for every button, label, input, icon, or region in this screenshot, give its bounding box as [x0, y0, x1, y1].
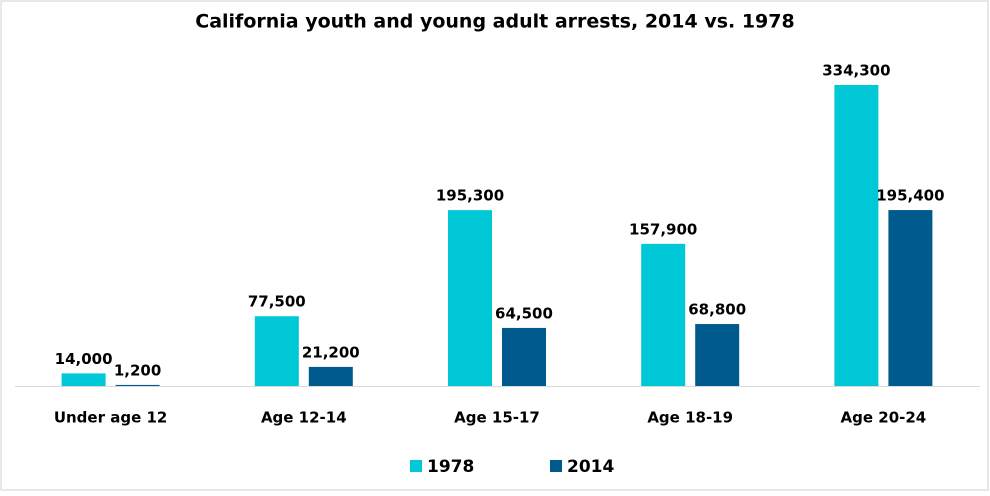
- bar: [254, 316, 299, 386]
- bar: [448, 210, 492, 386]
- value-label: 77,500: [248, 293, 306, 311]
- chart-title: California youth and young adult arrests…: [195, 11, 794, 33]
- bar: [115, 384, 160, 386]
- bar: [641, 243, 686, 386]
- bar: [888, 210, 933, 386]
- legend-swatch: [410, 460, 422, 472]
- x-tick-label: Age 18-19: [647, 409, 733, 427]
- legend-swatch: [550, 460, 562, 472]
- bar: [834, 85, 879, 386]
- x-tick-label: Under age 12: [54, 409, 168, 427]
- value-label: 64,500: [495, 304, 553, 322]
- x-tick-label: Age 20-24: [841, 409, 927, 427]
- value-label: 334,300: [822, 62, 890, 80]
- value-label: 68,800: [688, 301, 746, 319]
- bar: [695, 324, 740, 386]
- x-tick-label: Age 15-17: [454, 409, 540, 427]
- legend-label: 2014: [567, 457, 614, 477]
- value-label: 195,300: [436, 187, 504, 205]
- value-label: 195,400: [876, 187, 944, 205]
- value-label: 21,200: [302, 343, 360, 361]
- x-tick-label: Age 12-14: [261, 409, 347, 427]
- bar: [308, 366, 353, 386]
- legend-label: 1978: [427, 457, 474, 477]
- value-label: 157,900: [629, 220, 697, 238]
- bar: [61, 373, 106, 386]
- value-label: 1,200: [114, 361, 161, 379]
- bar: [502, 327, 546, 386]
- value-label: 14,000: [55, 350, 113, 368]
